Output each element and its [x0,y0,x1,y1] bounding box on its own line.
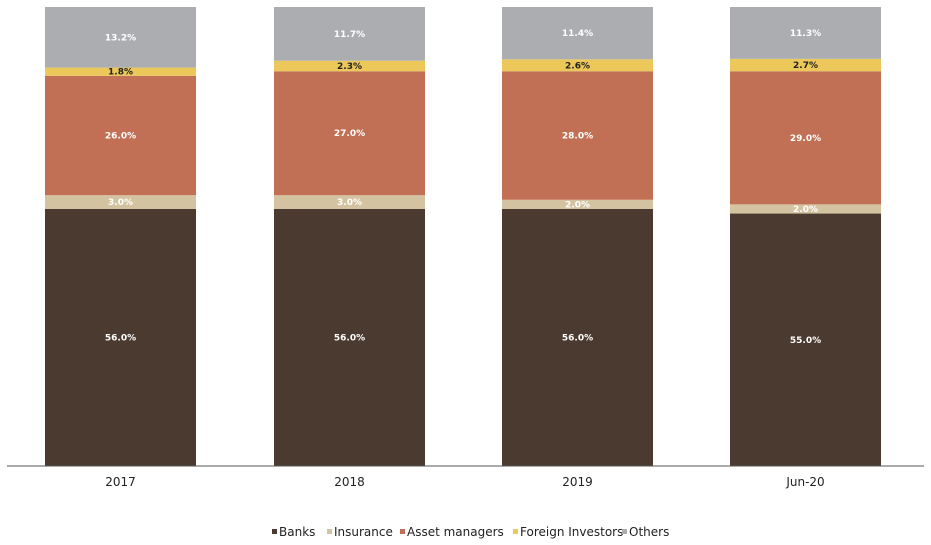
data-label-others-2019: 11.4% [562,29,593,39]
x-tick-label-2017: 2017 [105,475,136,489]
bar-banks-2017 [45,208,196,466]
data-label-asset-managers-2018: 27.0% [334,129,365,139]
bar-insurance-2017 [45,195,196,209]
legend-swatch-insurance [327,529,332,534]
data-label-foreign-investors-jun-20: 2.7% [793,61,818,71]
bar-asset-managers-2017 [45,75,196,196]
segment-labels: 56.0% 3.0% 26.0% 1.8% 13.2% 56.0% 3.0% 27.0% 2.3… [105,29,821,346]
bar-asset-managers-2019 [502,71,653,200]
bar-others-jun-20 [730,7,881,59]
data-label-others-2018: 11.7% [334,30,365,40]
data-label-others-2017: 13.2% [105,33,136,43]
data-label-asset-managers-2019: 28.0% [562,132,593,142]
bar-asset-managers-2018 [274,71,425,196]
bars [45,7,881,466]
data-label-insurance-jun-20: 2.0% [793,205,818,215]
bar-others-2019 [502,7,653,60]
legend-label-asset-managers: Asset managers [407,525,504,539]
data-label-foreign-investors-2019: 2.6% [565,61,590,71]
x-tick-label-2019: 2019 [562,475,593,489]
legend-label-insurance: Insurance [334,525,393,539]
bar-insurance-jun-20 [730,204,881,214]
data-label-others-jun-20: 11.3% [790,29,821,39]
bar-banks-jun-20 [730,213,881,466]
legend: Banks Insurance Asset managers Foreign Inve… [272,525,669,539]
legend-swatch-asset-managers [400,529,405,534]
bar-foreign-investors-2018 [274,60,425,72]
data-label-banks-2018: 56.0% [334,333,365,343]
data-label-insurance-2017: 3.0% [108,198,133,208]
legend-label-others: Others [629,525,669,539]
data-label-insurance-2018: 3.0% [337,198,362,208]
legend-label-banks: Banks [279,525,315,539]
data-label-foreign-investors-2018: 2.3% [337,62,362,72]
data-label-insurance-2019: 2.0% [565,200,590,210]
data-label-banks-jun-20: 55.0% [790,336,821,346]
legend-swatch-foreign-investors [513,529,518,534]
bar-insurance-2019 [502,199,653,209]
bar-others-2017 [45,7,196,68]
bar-others-2018 [274,7,425,61]
legend-swatch-others [622,529,627,534]
bar-asset-managers-jun-20 [730,71,881,205]
data-label-banks-2019: 56.0% [562,333,593,343]
bar-insurance-2018 [274,195,425,209]
legend-swatch-banks [272,529,277,534]
bar-foreign-investors-2019 [502,59,653,72]
bar-banks-2018 [274,208,425,466]
bar-foreign-investors-jun-20 [730,58,881,72]
data-label-asset-managers-jun-20: 29.0% [790,134,821,144]
bar-foreign-investors-2017 [45,67,196,76]
data-label-foreign-investors-2017: 1.8% [108,68,133,78]
bar-banks-2019 [502,208,653,466]
legend-label-foreign-investors: Foreign Investors [520,525,623,539]
x-tick-label-2018: 2018 [334,475,365,489]
data-label-banks-2017: 56.0% [105,333,136,343]
data-label-asset-managers-2017: 26.0% [105,132,136,142]
x-tick-label-jun-20: Jun-20 [785,475,824,489]
